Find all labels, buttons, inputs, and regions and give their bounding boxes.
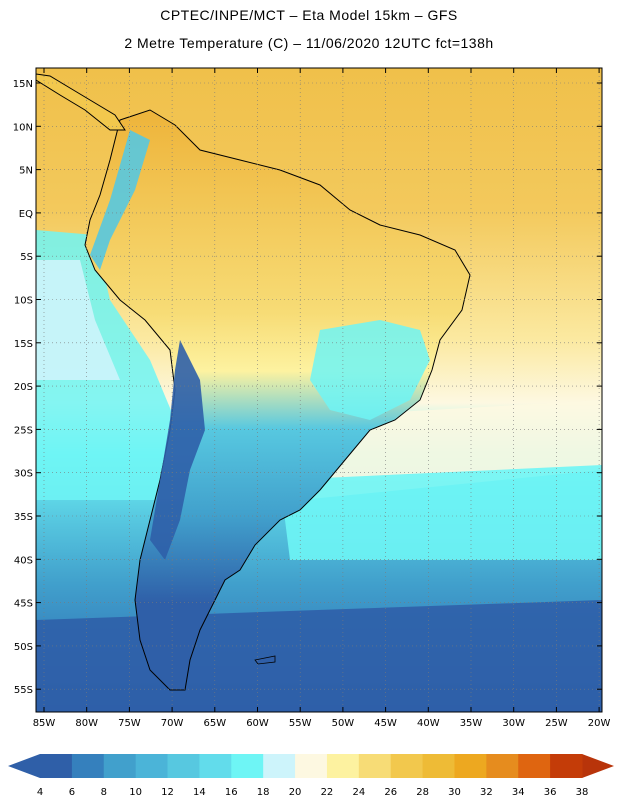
colorbar-label: 4 <box>37 787 43 798</box>
map-border <box>35 67 603 713</box>
lon-tick-label: 85W <box>33 718 56 729</box>
colorbar-label: 10 <box>129 787 142 798</box>
lat-tick-label: EQ <box>19 209 33 220</box>
colorbar-label: 38 <box>576 787 589 798</box>
lat-tick-label: 55S <box>14 685 33 696</box>
lon-tick-label: 80W <box>75 718 98 729</box>
colorbar-label: 20 <box>289 787 302 798</box>
colorbar-over-arrow <box>582 754 614 778</box>
lon-tick-label: 50W <box>332 718 355 729</box>
lat-tick-label: 40S <box>14 555 33 566</box>
colorbar-cell <box>135 754 169 778</box>
map-title-line2: 2 Metre Temperature (C) – 11/06/2020 12U… <box>124 35 494 51</box>
colorbar-label: 18 <box>257 787 270 798</box>
colorbar-label: 6 <box>69 787 75 798</box>
lon-tick-label: 45W <box>374 718 397 729</box>
map-title-line1: CPTEC/INPE/MCT – Eta Model 15km – GFS <box>160 7 458 23</box>
colorbar-cell <box>199 754 232 778</box>
pacific-mild-zone <box>36 260 120 380</box>
colorbar-cell <box>454 754 487 778</box>
colorbar-cell <box>295 754 328 778</box>
central-america-land <box>36 73 126 131</box>
lon-tick-label: 40W <box>417 718 440 729</box>
falkland-islands <box>254 655 276 665</box>
colorbar-cell <box>103 754 137 778</box>
lon-tick-label: 75W <box>118 718 141 729</box>
lat-tick-label: 35S <box>14 512 33 523</box>
colorbar-cell <box>40 754 73 778</box>
colorbar-label: 34 <box>512 787 525 798</box>
colorbar-label: 8 <box>101 787 107 798</box>
colorbar-cell <box>231 754 264 778</box>
colorbar-label: 22 <box>321 787 334 798</box>
lat-tick-label: 5N <box>19 166 33 177</box>
lon-tick-label: 25W <box>545 718 568 729</box>
andes-cold-north <box>90 130 150 270</box>
colorbar-cell <box>167 754 200 778</box>
colorbar-label: 36 <box>544 787 557 798</box>
lon-tick-label: 60W <box>246 718 269 729</box>
lat-tick-label: 30S <box>14 469 33 480</box>
colorbar-label: 30 <box>448 787 461 798</box>
lat-tick-label: 25S <box>14 425 33 436</box>
lon-tick-label: 20W <box>588 718 611 729</box>
lat-tick-label: 10S <box>14 296 33 307</box>
colorbar-cell <box>390 754 424 778</box>
lon-tick-label: 65W <box>203 718 226 729</box>
andes-cold-south <box>150 340 205 560</box>
colorbar: 4 6 8 10 12 14 16 18 20 22 24 26 28 30 32 34 36 38 <box>8 754 614 798</box>
southeast-brazil-cool <box>310 320 430 420</box>
lat-tick-label: 15S <box>14 339 33 350</box>
lon-tick-label: 55W <box>289 718 312 729</box>
colorbar-cell <box>263 754 296 778</box>
map-gridlines <box>36 68 602 712</box>
colorbar-label: 24 <box>352 787 365 798</box>
lon-tick-label: 70W <box>161 718 184 729</box>
colorbar-cell <box>422 754 455 778</box>
colorbar-label: 14 <box>193 787 206 798</box>
lat-tick-label: 20S <box>14 382 33 393</box>
lat-tick-label: 15N <box>13 79 33 90</box>
atlantic-cool-band <box>280 465 602 560</box>
colorbar-label: 16 <box>225 787 238 798</box>
colorbar-label: 26 <box>384 787 397 798</box>
colorbar-label: 12 <box>161 787 174 798</box>
colorbar-cell <box>486 754 519 778</box>
colorbar-cell <box>71 754 105 778</box>
lat-tick-label: 45S <box>14 599 33 610</box>
colorbar-under-arrow <box>8 754 40 778</box>
lon-tick-label: 35W <box>460 718 483 729</box>
colorbar-cell <box>326 754 360 778</box>
latitude-ticks: 15N 10N 5N EQ 5S 10S 15S 20S 25S 30S 35S 40S 45S 50S 5… <box>13 79 602 696</box>
colorbar-cell <box>358 754 392 778</box>
colorbar-label: 32 <box>480 787 493 798</box>
map-field <box>36 68 602 712</box>
south-america-land <box>84 109 471 691</box>
lat-tick-label: 10N <box>13 122 33 133</box>
lon-tick-label: 30W <box>502 718 525 729</box>
longitude-ticks: 85W 80W 75W 70W 65W 60W 55W 50W 45W 40W 35W 30W 25W 2… <box>33 68 611 729</box>
lat-tick-label: 50S <box>14 642 33 653</box>
colorbar-cell <box>518 754 551 778</box>
colorbar-cell <box>550 754 583 778</box>
colorbar-label: 28 <box>416 787 429 798</box>
lat-tick-label: 5S <box>20 252 33 263</box>
